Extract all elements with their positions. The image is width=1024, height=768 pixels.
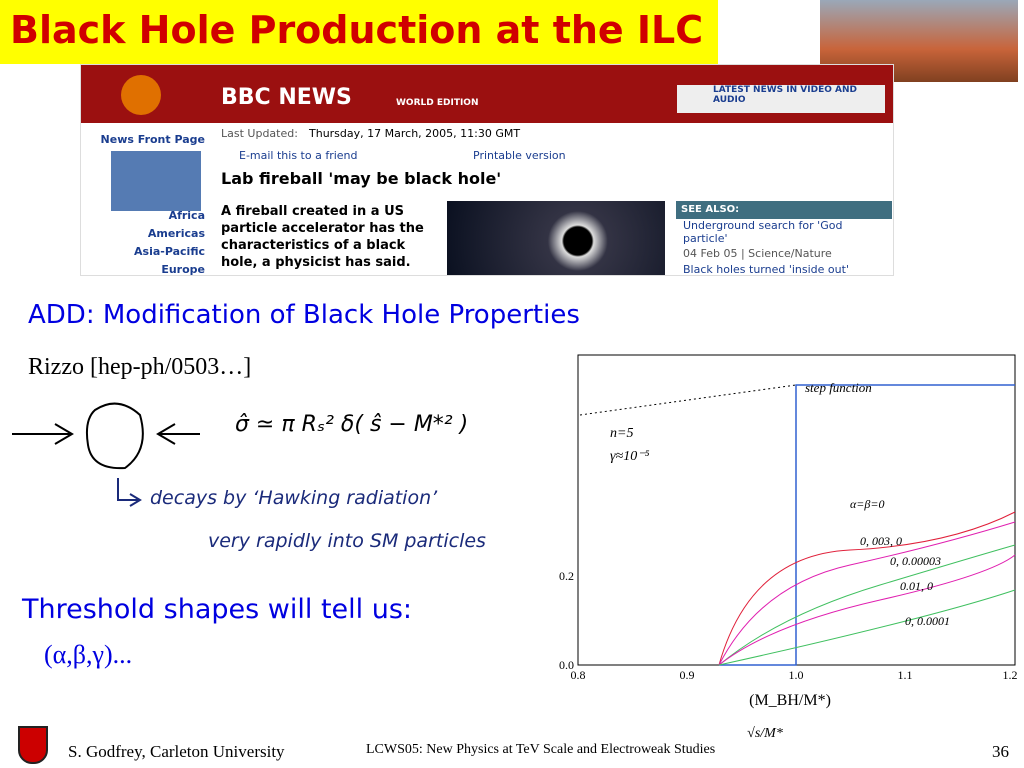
- page-number: 36: [992, 742, 1009, 761]
- cross-section: σ̂ ≃ π Rₛ² δ( ŝ − M*² ): [235, 412, 469, 437]
- updated-label: Last Updated:: [221, 127, 298, 140]
- author: S. Godfrey, Carleton University: [68, 742, 285, 761]
- link[interactable]: Underground search for 'God particle': [683, 219, 843, 245]
- link-meta: 04 Feb 05 | Science/Nature: [683, 247, 832, 260]
- x-tick-label: 1.2: [1003, 668, 1018, 682]
- video-button[interactable]: LATEST NEWS IN VIDEO AND AUDIO: [677, 85, 885, 113]
- lead: A fireball created in a US particle acce…: [221, 204, 424, 270]
- nav-item[interactable]: Europe: [161, 263, 205, 276]
- curve-label: 0, 0.00003: [890, 554, 941, 568]
- brand: BBC NEWS: [221, 85, 352, 110]
- note: decays by ‘Hawking radiation’: [150, 487, 438, 509]
- nav-item[interactable]: News Front Page: [100, 133, 205, 146]
- step-curve: [719, 384, 1015, 666]
- param: γ≈10⁻⁵: [610, 449, 650, 464]
- globe: [121, 75, 161, 115]
- curve-label: 0, 003, 0: [860, 534, 902, 548]
- news-photo: [447, 201, 665, 275]
- subtitle: ADD: Modification of Black Hole Properti…: [28, 300, 580, 330]
- step-label: step function: [805, 380, 872, 395]
- edition: WORLD EDITION: [396, 98, 479, 108]
- nav-item[interactable]: Asia-Pacific: [134, 245, 205, 258]
- reference: Rizzo [hep-ph/0503…]: [28, 354, 252, 380]
- title: Black Hole Production at the ILC: [10, 8, 704, 52]
- y-tick-label: 0.2: [559, 569, 574, 583]
- see-also: SEE ALSO:: [676, 201, 892, 219]
- updated: Thursday, 17 March, 2005, 11:30 GMT: [309, 127, 521, 140]
- print-link[interactable]: Printable version: [473, 149, 566, 162]
- x-tick-label: 1.1: [898, 668, 913, 682]
- params: (α,β,γ)...: [44, 640, 133, 669]
- curve: [718, 544, 1016, 666]
- x-tick-label: 1.0: [789, 668, 804, 682]
- curve-label: 0.01, 0: [900, 579, 933, 593]
- news-screenshot: BBC NEWS WORLD EDITION LATEST NEWS IN VI…: [80, 64, 894, 276]
- nav-item[interactable]: Africa: [168, 209, 205, 222]
- news-header: BBC NEWS WORLD EDITION LATEST NEWS IN VI…: [81, 65, 893, 123]
- x-axis-label: (M_BH/M*): [749, 692, 831, 709]
- nav: News Front Page Africa Americas Asia-Pac…: [81, 131, 205, 276]
- title-bar: Black Hole Production at the ILC: [0, 0, 718, 64]
- x-tick-label: 0.9: [680, 668, 695, 682]
- curve: [718, 521, 1016, 666]
- world-map: [111, 151, 201, 211]
- link[interactable]: Black holes turned 'inside out': [683, 263, 849, 276]
- param: n=5: [610, 426, 633, 441]
- headline: Lab fireball 'may be black hole': [221, 169, 502, 188]
- curve: [718, 511, 1016, 666]
- logo: [18, 726, 48, 764]
- curve: [718, 589, 1016, 666]
- conference: LCWS05: New Physics at TeV Scale and Ele…: [366, 742, 716, 757]
- x-axis-label: √s/M*: [747, 726, 783, 741]
- x-tick-label: 0.8: [571, 668, 586, 682]
- threshold: Threshold shapes will tell us:: [22, 594, 412, 625]
- curve-label: 0, 0.0001: [905, 614, 950, 628]
- note: very rapidly into SM particles: [208, 530, 486, 552]
- plot: 0.8 0.9 1.0 1.1 1.2 0.0 0.2 step functio…: [559, 354, 1018, 741]
- email-link[interactable]: E-mail this to a friend: [239, 149, 358, 162]
- nav-item[interactable]: Americas: [147, 227, 205, 240]
- curve-label: α=β=0: [850, 497, 884, 511]
- sketch: [12, 402, 200, 507]
- curve: [718, 554, 1016, 666]
- y-tick-label: 0.0: [559, 658, 574, 672]
